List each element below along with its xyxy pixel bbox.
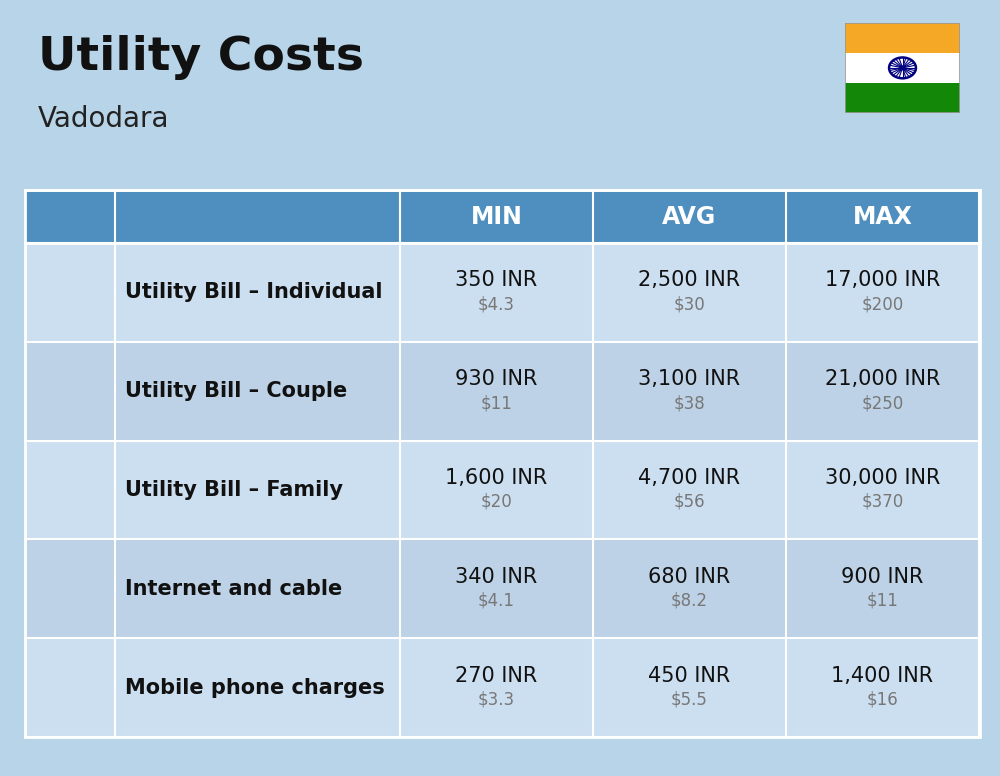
Text: 17,000 INR: 17,000 INR [825, 271, 940, 290]
Text: Utility Bill – Family: Utility Bill – Family [125, 480, 343, 500]
Text: Mobile phone charges: Mobile phone charges [125, 677, 385, 698]
Text: 4,700 INR: 4,700 INR [638, 468, 741, 488]
Text: Vadodara: Vadodara [38, 105, 170, 133]
Text: $20: $20 [481, 493, 512, 511]
Text: AVG: AVG [662, 205, 717, 228]
Text: 21,000 INR: 21,000 INR [825, 369, 940, 390]
Text: 930 INR: 930 INR [455, 369, 538, 390]
Text: $8.2: $8.2 [671, 592, 708, 610]
Text: 3,100 INR: 3,100 INR [638, 369, 741, 390]
Text: Internet and cable: Internet and cable [125, 579, 342, 599]
Text: $200: $200 [861, 295, 904, 314]
Text: $370: $370 [861, 493, 904, 511]
Bar [845, 23, 960, 53]
Text: Utility Costs: Utility Costs [38, 35, 364, 80]
Text: 350 INR: 350 INR [455, 271, 538, 290]
Text: 450 INR: 450 INR [648, 666, 731, 686]
Text: 270 INR: 270 INR [455, 666, 538, 686]
Text: $38: $38 [674, 394, 705, 412]
Circle shape [900, 66, 905, 70]
Text: $4.1: $4.1 [478, 592, 515, 610]
Text: 30,000 INR: 30,000 INR [825, 468, 940, 488]
Text: MAX: MAX [853, 205, 912, 228]
Text: $11: $11 [481, 394, 512, 412]
Text: Utility Bill – Couple: Utility Bill – Couple [125, 381, 347, 401]
Text: $4.3: $4.3 [478, 295, 515, 314]
Text: 680 INR: 680 INR [648, 567, 731, 587]
Bar [845, 83, 960, 113]
Text: Utility Bill – Individual: Utility Bill – Individual [125, 282, 382, 303]
Text: 1,600 INR: 1,600 INR [445, 468, 548, 488]
Text: $30: $30 [674, 295, 705, 314]
Bar [845, 53, 960, 83]
Text: $56: $56 [674, 493, 705, 511]
Text: 1,400 INR: 1,400 INR [831, 666, 934, 686]
Text: 2,500 INR: 2,500 INR [638, 271, 741, 290]
Text: $11: $11 [867, 592, 898, 610]
Text: $3.3: $3.3 [478, 691, 515, 708]
Text: $5.5: $5.5 [671, 691, 708, 708]
Text: 900 INR: 900 INR [841, 567, 924, 587]
Text: $250: $250 [861, 394, 904, 412]
Text: $16: $16 [867, 691, 898, 708]
Text: MIN: MIN [471, 205, 522, 228]
Text: 340 INR: 340 INR [455, 567, 538, 587]
